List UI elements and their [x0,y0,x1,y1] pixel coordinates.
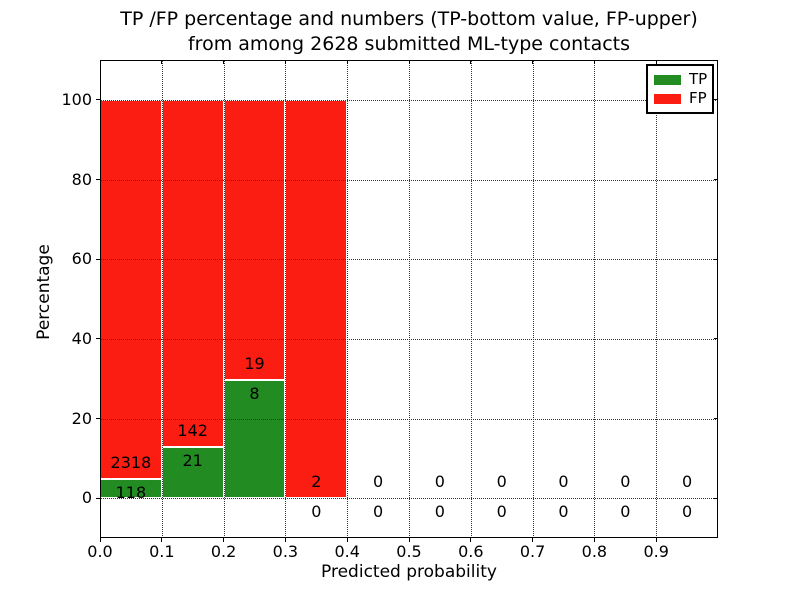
fp-count-label: 2 [311,472,322,492]
x-tick-top [593,60,595,64]
fp-count-label: 0 [558,472,569,492]
tp-count-label: 0 [434,502,445,522]
x-tick-top [99,60,101,64]
y-gridline [100,498,718,500]
y-tick-right [714,497,718,499]
y-tick-left [96,338,100,340]
x-tick-top [532,60,534,64]
x-gridline [409,60,410,538]
x-tick-label: 0.7 [519,542,546,561]
x-gridline [532,60,534,538]
tp-count-label: 0 [496,502,507,522]
fp-bar-segment [161,99,224,447]
fp-count-label: 0 [620,472,631,492]
fp-count-label: 142 [177,420,208,440]
fp-count-label: 0 [434,472,445,492]
tp-count-label: 0 [558,502,569,522]
fp-count-label: 0 [496,472,507,492]
legend-label-tp: TP [689,70,708,88]
y-tick-right [714,258,718,260]
x-tick-bottom [532,538,534,542]
tp-count-label: 0 [620,502,631,522]
fp-bar-segment [285,99,348,499]
y-tick-right [714,179,718,180]
x-tick-label: 0.4 [334,542,360,561]
y-tick-right [714,99,718,101]
x-tick-label: 0.8 [581,542,608,561]
y-tick-left [96,99,100,101]
y-gridline [100,338,718,340]
x-tick-top [408,60,410,64]
x-tick-label: 0.9 [643,542,669,561]
chart-title-line2: from among 2628 submitted ML-type contac… [187,33,631,55]
y-tick-left [96,179,100,180]
x-tick-bottom [284,538,286,542]
x-tick-label: 0.0 [87,542,113,561]
x-tick-bottom [346,538,348,542]
tp-bar-segment [161,446,224,499]
y-tick-label: 100 [61,89,92,109]
tp-count-label: 118 [115,483,147,503]
tp-count-label: 8 [249,384,260,404]
y-gridline [100,418,718,420]
chart-title: TP /FP percentage and numbers (TP-bottom… [100,7,718,57]
x-gridline [594,60,596,538]
x-tick-bottom [99,538,101,542]
y-tick-label: 40 [71,328,92,348]
x-gridline [656,60,658,538]
x-tick-label: 0.1 [149,542,175,561]
y-tick-label: 20 [71,408,92,428]
x-tick-bottom [408,538,410,542]
x-tick-bottom [470,538,472,542]
tp-count-label: 21 [182,450,203,470]
y-tick-left [96,258,100,260]
x-tick-bottom [655,538,657,542]
y-tick-right [714,418,718,419]
legend: TP FP [646,64,714,114]
x-tick-label: 0.2 [210,542,237,561]
chart-title-line1: TP /FP percentage and numbers (TP-bottom… [120,8,698,30]
x-tick-top [346,60,348,64]
x-gridline [223,60,225,538]
tp-count-label: 0 [373,502,384,522]
y-tick-right [714,338,718,340]
x-tick-top [470,60,472,64]
x-tick-top [284,60,286,64]
x-tick-top [161,60,163,64]
fp-bar-segment [100,99,162,480]
y-tick-label: 60 [71,249,92,269]
x-axis-label: Predicted probability [321,562,497,582]
legend-entry-fp: FP [654,89,707,108]
x-tick-top [655,60,657,64]
fp-count-label: 19 [244,354,265,374]
legend-label-fp: FP [689,89,707,107]
legend-swatch-tp [654,74,681,85]
fp-count-label: 0 [373,472,384,492]
x-tick-bottom [223,538,225,542]
x-tick-label: 0.5 [396,542,422,561]
y-gridline [100,179,718,181]
x-tick-bottom [161,538,163,542]
legend-entry-tp: TP [654,70,708,89]
legend-swatch-fp [654,93,681,104]
tp-count-label: 0 [311,502,322,522]
x-gridline [347,60,349,538]
y-gridline [100,259,718,261]
x-gridline [161,60,163,538]
tp-count-label: 0 [682,502,693,522]
x-tick-bottom [593,538,595,542]
x-gridline [285,60,287,538]
x-tick-label: 0.3 [272,542,299,561]
y-gridline [100,99,718,101]
fp-count-label: 2318 [110,453,152,473]
y-tick-left [96,497,100,499]
fp-count-label: 0 [682,472,693,492]
x-tick-label: 0.6 [458,542,484,561]
x-tick-top [223,60,225,64]
y-tick-label: 80 [71,169,92,189]
y-tick-label: 0 [81,488,92,508]
x-gridline [470,60,472,538]
y-tick-left [96,418,100,419]
